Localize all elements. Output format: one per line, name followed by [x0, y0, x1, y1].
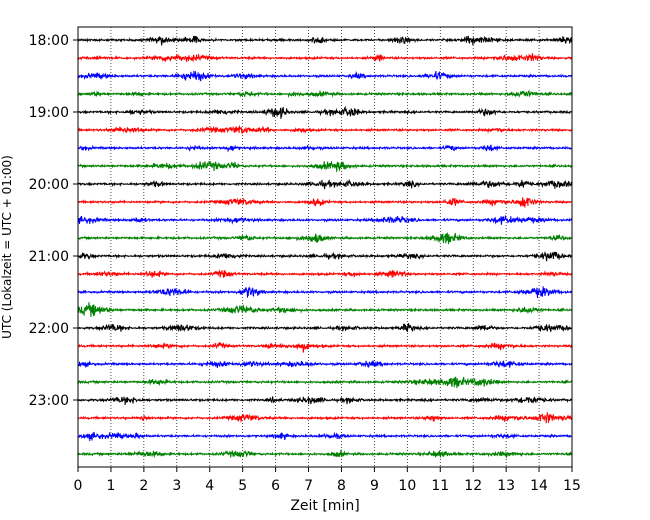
trace-line: [77, 35, 573, 46]
y-axis-label: UTC (Lokalzeit = UTC + 01:00): [0, 155, 14, 339]
x-tick-label: 5: [238, 478, 247, 494]
trace-line: [77, 376, 573, 389]
trace-line: [77, 179, 573, 190]
x-tick-label: 0: [74, 478, 83, 494]
x-tick-label: 9: [370, 478, 379, 494]
trace-line: [77, 105, 573, 119]
trace-line: [77, 411, 573, 424]
trace-line: [77, 286, 573, 299]
plot-frame: [77, 26, 573, 468]
trace-line: [77, 396, 573, 405]
trace-line: [77, 232, 572, 245]
trace-line: [77, 431, 573, 441]
trace-line: [77, 302, 573, 318]
trace-line: [77, 215, 573, 225]
y-tick-label: 18:00: [29, 33, 69, 49]
x-tick-label: 14: [530, 478, 548, 494]
x-tick-label: 10: [398, 478, 416, 494]
trace-line: [77, 160, 573, 172]
trace-line: [77, 90, 573, 99]
x-tick-label: 4: [205, 478, 214, 494]
trace-line: [77, 449, 573, 459]
x-tick-label: 15: [563, 478, 581, 494]
trace-line: [77, 360, 573, 369]
x-tick-label: 11: [431, 478, 449, 494]
x-tick-label: 6: [271, 478, 280, 494]
x-tick-label: 12: [464, 478, 482, 494]
seismic-traces: [77, 35, 573, 459]
trace-line: [77, 144, 573, 153]
trace-line: [77, 197, 573, 208]
x-tick-label: 3: [172, 478, 181, 494]
y-tick-label: 19:00: [29, 105, 69, 121]
x-tick-label: 7: [304, 478, 313, 494]
trace-line: [77, 70, 573, 82]
trace-line: [77, 322, 573, 332]
y-axis-ticks: 18:00 19:00 20:00 21:00 22:00 23:00: [29, 33, 78, 409]
x-axis-ticks: 0 1 2 3 4 5 6 7 8 9 10 11 12 13 14 15: [74, 467, 581, 494]
trace-line: [77, 124, 573, 135]
trace-line: [77, 53, 573, 63]
x-tick-label: 2: [139, 478, 148, 494]
trace-line: [77, 269, 573, 278]
x-tick-label: 8: [337, 478, 346, 494]
y-tick-label: 22:00: [29, 321, 69, 337]
x-axis-label: Zeit [min]: [290, 498, 359, 514]
plot-background: [78, 27, 572, 467]
y-tick-label: 21:00: [29, 249, 69, 265]
y-tick-label: 23:00: [29, 393, 69, 409]
trace-line: [77, 341, 573, 353]
x-tick-label: 13: [497, 478, 515, 494]
y-tick-label: 20:00: [29, 177, 69, 193]
x-tick-label: 1: [106, 478, 115, 494]
trace-line: [77, 251, 573, 262]
grid-lines: [110, 27, 540, 467]
